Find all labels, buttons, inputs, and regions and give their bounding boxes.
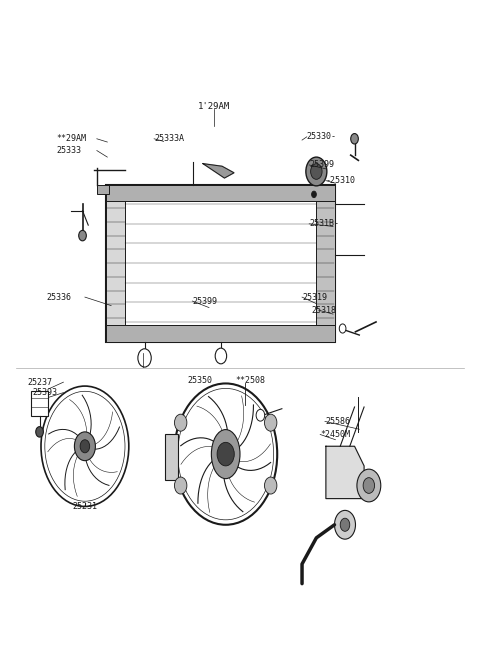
- Text: 25586: 25586: [326, 417, 351, 426]
- Text: -25310: -25310: [326, 176, 356, 185]
- Circle shape: [351, 133, 359, 144]
- Circle shape: [264, 477, 277, 494]
- Circle shape: [138, 349, 151, 367]
- Text: **29AM: **29AM: [56, 134, 86, 143]
- Text: 25350: 25350: [188, 376, 213, 386]
- Ellipse shape: [211, 430, 240, 479]
- Circle shape: [357, 469, 381, 502]
- Circle shape: [339, 324, 346, 333]
- Circle shape: [45, 392, 125, 501]
- Circle shape: [311, 164, 322, 179]
- Text: **2508: **2508: [235, 376, 265, 386]
- Bar: [316, 191, 336, 335]
- Circle shape: [36, 426, 43, 437]
- Text: 25336: 25336: [47, 292, 72, 302]
- Text: 25231: 25231: [72, 502, 97, 511]
- Circle shape: [79, 231, 86, 241]
- Text: *2450M: *2450M: [320, 430, 350, 439]
- Bar: [97, 185, 109, 194]
- Text: 25318: 25318: [312, 306, 336, 315]
- Circle shape: [312, 191, 316, 198]
- Circle shape: [174, 414, 187, 431]
- Circle shape: [363, 478, 374, 493]
- Text: 2531B-: 2531B-: [309, 219, 339, 229]
- Circle shape: [306, 157, 327, 186]
- Circle shape: [264, 414, 277, 431]
- Circle shape: [215, 348, 227, 364]
- Circle shape: [178, 388, 274, 520]
- Circle shape: [335, 510, 356, 539]
- Polygon shape: [326, 446, 364, 499]
- Text: 25330-: 25330-: [307, 132, 337, 141]
- Text: 25399: 25399: [192, 296, 217, 306]
- Circle shape: [174, 384, 277, 525]
- Bar: [107, 185, 336, 201]
- Text: 25333: 25333: [56, 146, 81, 155]
- Text: 25237: 25237: [28, 378, 53, 387]
- Text: 25333A: 25333A: [154, 134, 184, 143]
- Bar: [107, 191, 125, 335]
- Text: 25393: 25393: [33, 388, 58, 397]
- Bar: [165, 434, 178, 480]
- Polygon shape: [203, 164, 234, 178]
- Bar: [107, 325, 336, 342]
- Circle shape: [340, 518, 350, 532]
- Circle shape: [80, 440, 90, 453]
- Bar: [31, 392, 48, 416]
- Text: 25319: 25319: [302, 292, 327, 302]
- Bar: [107, 185, 336, 342]
- Circle shape: [41, 386, 129, 507]
- Circle shape: [256, 409, 264, 421]
- Circle shape: [74, 432, 96, 461]
- Text: 25399: 25399: [309, 160, 334, 170]
- Text: 1'29AM: 1'29AM: [198, 102, 230, 110]
- Circle shape: [217, 442, 234, 466]
- Circle shape: [174, 477, 187, 494]
